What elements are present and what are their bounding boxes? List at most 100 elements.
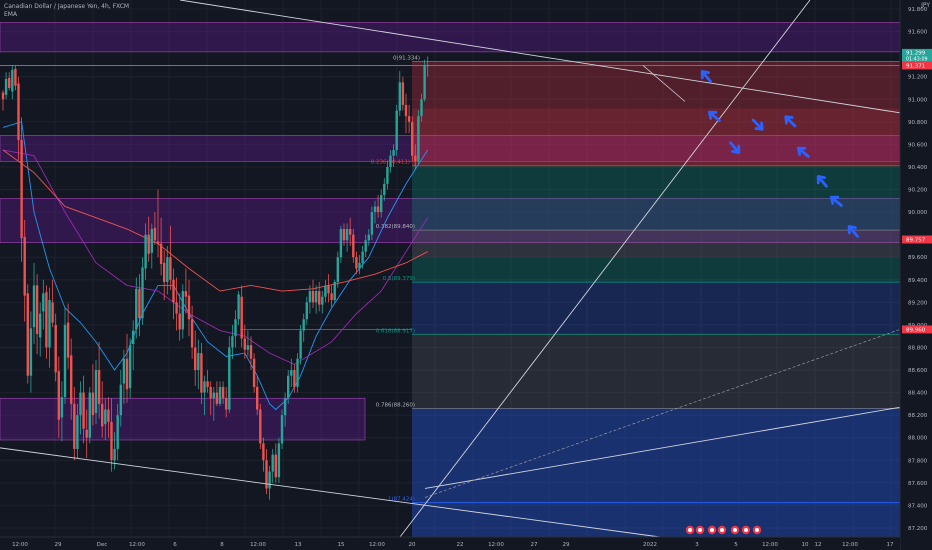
- candle-body: [200, 353, 203, 393]
- candle-body: [417, 116, 420, 162]
- candle-body: [175, 302, 178, 314]
- candle-body: [367, 234, 370, 241]
- candle-body: [190, 319, 194, 348]
- candle-body: [39, 313, 42, 338]
- candle-body: [361, 251, 364, 263]
- candle-body: [8, 77, 11, 88]
- candle-body: [91, 392, 95, 416]
- y-tick-label: 88.400: [908, 391, 928, 397]
- candle-body: [150, 229, 153, 253]
- trend-line: [424, 406, 901, 489]
- candle-body: [321, 296, 324, 305]
- candle-body: [404, 104, 408, 117]
- y-tick-label: 88.600: [908, 368, 928, 374]
- candle-body: [97, 370, 101, 404]
- candle-body: [358, 262, 361, 269]
- candle-body: [262, 443, 265, 461]
- candle-body: [125, 358, 129, 390]
- y-tick-label: 91.000: [908, 97, 928, 103]
- x-tick-label: 20: [409, 542, 416, 548]
- price-tag: [902, 61, 932, 70]
- candle-body: [4, 78, 8, 95]
- candle-body: [407, 116, 411, 122]
- x-tick-label: 15: [338, 542, 345, 548]
- candle-body: [370, 212, 374, 235]
- candle-body: [339, 229, 343, 258]
- last-price-tag: [902, 48, 932, 62]
- candle-body: [426, 65, 429, 67]
- candle-body: [299, 330, 302, 359]
- candle-body: [156, 241, 160, 244]
- candle-body: [194, 347, 197, 371]
- candle-body: [23, 236, 26, 296]
- candle-body: [70, 355, 73, 404]
- fib-band: [412, 108, 900, 166]
- candle-body: [88, 392, 91, 438]
- arrow-icon: [751, 118, 764, 131]
- candle-body: [66, 322, 70, 358]
- candle-body: [181, 291, 184, 330]
- fib-band: [412, 165, 900, 231]
- arrow-icon: [816, 175, 828, 188]
- x-tick-label: 12:00: [250, 542, 266, 548]
- x-tick-label: 6: [173, 542, 177, 548]
- supply-zone: [0, 22, 901, 53]
- trend-line: [179, 0, 901, 114]
- fib-level-label: 0.5(89.379): [383, 276, 415, 282]
- fib-band: [412, 334, 900, 409]
- candle-body: [60, 397, 64, 418]
- arrow-icon: [847, 225, 859, 238]
- candle-body: [212, 392, 215, 399]
- x-tick-label: 12:00: [369, 542, 385, 548]
- candle-body: [203, 381, 206, 393]
- candle-body: [63, 324, 67, 398]
- y-tick-label: 88.000: [908, 436, 928, 442]
- candle-body: [116, 415, 119, 450]
- fib-band: [412, 230, 900, 258]
- y-tick-label: 88.800: [908, 345, 928, 351]
- candle-body: [265, 460, 268, 489]
- candle-body: [280, 415, 284, 444]
- candle-body: [283, 398, 287, 416]
- candle-body: [110, 421, 113, 461]
- candle-body: [159, 243, 163, 264]
- price-tag-label: 89.757: [906, 238, 926, 244]
- price-tag: [902, 235, 932, 244]
- arrow-icon: [729, 141, 741, 154]
- candle-body: [373, 206, 377, 213]
- dashed-trend-line: [424, 329, 901, 498]
- candle-body: [107, 409, 110, 422]
- candle-body: [330, 293, 333, 301]
- candle-body: [104, 409, 107, 425]
- y-tick-label: 89.200: [908, 300, 928, 306]
- candle-body: [79, 392, 82, 416]
- x-tick-label: 29: [563, 542, 570, 548]
- candle-body: [57, 371, 60, 420]
- candle-body: [252, 358, 256, 387]
- candle-body: [324, 285, 327, 297]
- candle-body: [268, 471, 271, 489]
- candle-body: [144, 234, 147, 269]
- candle-body: [411, 121, 414, 156]
- candle-body: [234, 319, 237, 337]
- supply-zone: [0, 198, 901, 243]
- candle-body: [336, 257, 339, 283]
- candle-body: [218, 386, 222, 404]
- candle-body: [11, 69, 14, 92]
- y-tick-label: 87.200: [908, 526, 928, 532]
- candle-body: [228, 347, 231, 410]
- x-tick-label: 13: [295, 542, 302, 548]
- candle-body: [141, 267, 144, 319]
- trend-line: [399, 0, 811, 538]
- candle-body: [29, 328, 33, 376]
- candle-body: [45, 292, 48, 348]
- candle-body: [249, 345, 253, 359]
- candle-body: [73, 403, 76, 450]
- candle-body: [311, 291, 315, 303]
- indicator-label: EMA: [4, 11, 18, 18]
- fib-level-label: 1(87.424): [388, 497, 415, 503]
- chart-title: Canadian Dollar / Japanese Yen, 4h, FXCM: [4, 3, 130, 10]
- price-tag: [902, 325, 932, 334]
- candle-body: [206, 381, 209, 387]
